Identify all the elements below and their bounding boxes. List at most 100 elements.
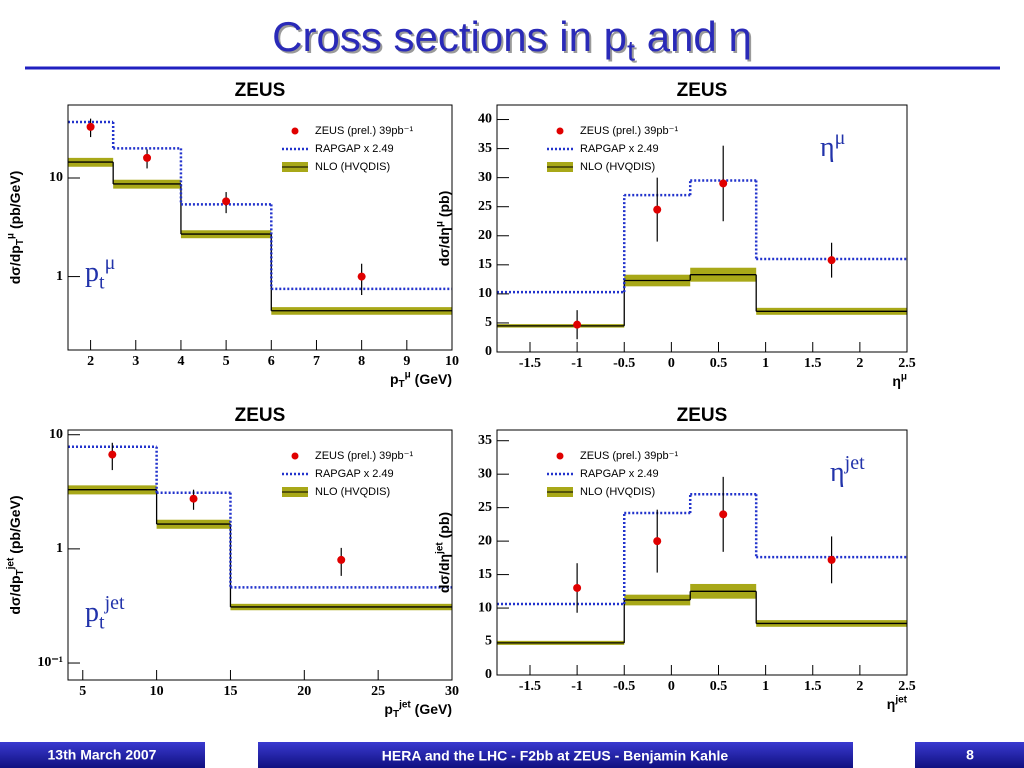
y-tick-label: 35 [478,141,492,156]
panel-title: ZEUS [677,80,728,101]
annotation: ptjet [85,591,125,633]
y-tick-label: 1 [56,269,63,284]
data-point [143,153,152,162]
text-part: η [820,132,835,163]
annotation: ημ [820,126,845,163]
data-point [189,494,198,503]
plot-frame [67,104,453,351]
x-axis-label: ημ [892,371,907,389]
x-tick-label: 10 [445,354,459,369]
x-tick-label: 2.5 [898,356,916,371]
panel-title: ZEUS [235,405,286,426]
x-tick-label: 0 [668,679,675,694]
legend-marker [556,452,564,460]
text-part: p [390,371,399,387]
footer-center: HERA and the LHC - F2bb at ZEUS - Benjam… [382,748,729,764]
y-tick-label: 10 [478,600,492,615]
text-part: dσ/dη [436,227,452,266]
data-point [222,197,231,206]
x-tick-label: 10 [150,684,164,699]
x-tick-label: 3 [132,354,139,369]
y-tick-label: 35 [478,433,492,448]
y-axis-label: dσ/dpTjet (pb/GeV) [5,495,26,614]
y-tick-label: 25 [478,199,492,214]
text-part: t [99,271,105,293]
y-axis-label: dσ/dημ (pb) [434,191,452,267]
plot-frame [496,104,908,353]
text-part: (GeV) [411,701,452,717]
text-part: dσ/dp [7,575,23,614]
x-tick-label: -1 [571,679,583,694]
x-tick-label: 0.5 [710,679,728,694]
text-part: (pb/GeV) [7,495,23,557]
data-point [108,450,117,459]
text-part: η [887,696,896,712]
footer-page: 8 [966,747,974,763]
legend-label: NLO (HVQDIS) [580,161,655,173]
x-tick-label: 30 [445,684,459,699]
y-axis-label: dσ/dpTμ (pb/GeV) [5,171,26,285]
legend-label: RAPGAP x 2.49 [315,143,394,155]
y-axis-label: dσ/dηjet (pb) [434,512,452,593]
y-tick-label: 10⁻¹ [37,655,63,670]
x-tick-label: 15 [223,684,237,699]
text-part: jet [104,591,125,613]
data-point [573,583,582,592]
x-tick-label: -0.5 [613,679,635,694]
x-tick-label: 6 [268,354,275,369]
text-part: η [892,373,901,389]
text-part: Cross sections in p [272,13,627,60]
y-tick-label: 5 [485,634,492,649]
legend-label: NLO (HVQDIS) [315,161,390,173]
x-tick-label: 4 [177,354,184,369]
text-part: p [85,257,99,288]
text-part: t [627,35,635,67]
x-tick-label: 20 [297,684,311,699]
legend-marker [291,452,299,460]
x-tick-label: 1 [762,679,769,694]
text-part: T [15,569,26,575]
text-part: μ [434,221,445,227]
text-part: jet [894,694,907,705]
x-axis-label: pTjet (GeV) [384,699,452,720]
legend-label: ZEUS (prel.) 39pb⁻¹ [580,450,678,462]
y-tick-label: 30 [478,170,492,185]
text-part: dσ/dη [436,554,452,593]
data-point [573,320,582,329]
data-point [719,510,728,519]
legend-label: RAPGAP x 2.49 [580,143,659,155]
panel-title: ZEUS [235,80,286,101]
x-tick-label: 25 [371,684,385,699]
data-point [653,205,662,214]
text-part: η [830,457,845,488]
x-tick-label: 9 [403,354,410,369]
footer-box [0,742,205,768]
footer-date: 13th March 2007 [48,747,157,763]
text-part: jet [844,451,865,473]
x-tick-label: 7 [313,354,320,369]
data-point [827,256,836,265]
x-tick-label: -0.5 [613,356,635,371]
slide-title: Cross sections in pt and η [272,13,752,67]
text-part: (pb) [436,191,452,221]
y-tick-label: 10 [478,286,492,301]
legend-marker [291,127,299,135]
x-tick-label: 8 [358,354,365,369]
footer-box [915,742,1024,768]
x-tick-label: 1.5 [804,679,822,694]
x-tick-label: 5 [223,354,230,369]
data-point [719,179,728,188]
x-tick-label: 0 [668,356,675,371]
x-tick-label: 1 [762,356,769,371]
text-part: T [15,239,26,245]
y-tick-label: 40 [478,112,492,127]
text-part: T [399,379,405,390]
y-tick-label: 30 [478,466,492,481]
data-point [827,555,836,564]
x-tick-label: 2 [87,354,94,369]
x-tick-label: 5 [79,684,86,699]
plot-frame [496,429,908,676]
y-tick-label: 25 [478,500,492,515]
text-part: t [99,611,105,633]
